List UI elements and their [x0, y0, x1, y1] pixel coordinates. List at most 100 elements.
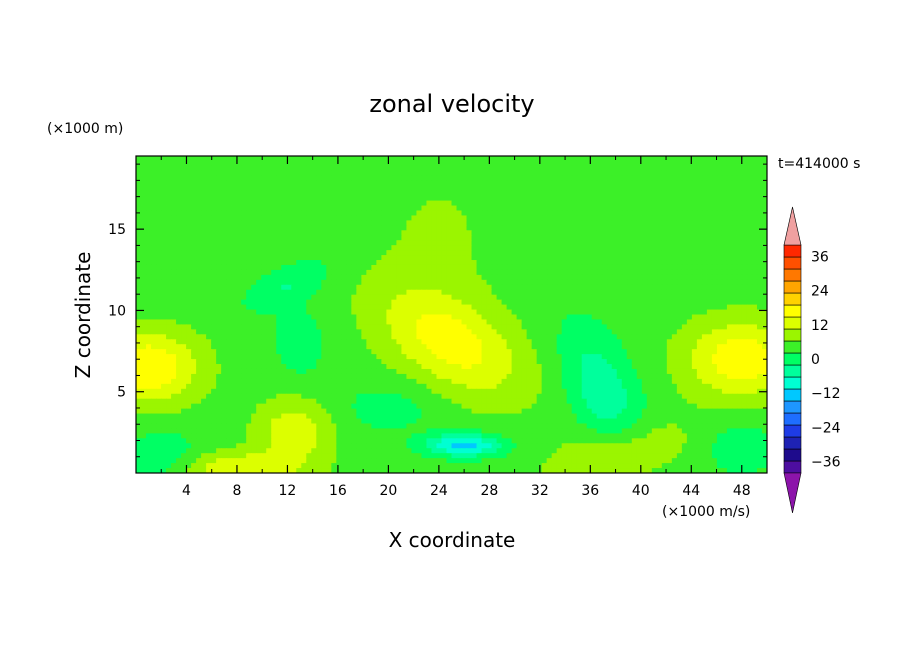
field-cell: [296, 165, 302, 172]
field-cell: [491, 245, 498, 251]
field-cell: [451, 260, 458, 266]
field-cell: [561, 344, 568, 350]
field-cell: [676, 319, 683, 325]
field-cell: [706, 200, 713, 207]
field-cell: [651, 279, 658, 286]
field-cell: [461, 240, 468, 246]
field-cell: [156, 165, 162, 172]
field-cell: [751, 319, 758, 325]
field-cell: [646, 225, 653, 231]
field-cell: [381, 284, 387, 291]
field-cell: [211, 284, 217, 291]
field-cell: [411, 160, 418, 167]
field-cell: [361, 339, 367, 345]
field-cell: [311, 274, 317, 281]
field-cell: [181, 255, 187, 261]
field-cell: [201, 205, 207, 212]
field-cell: [646, 299, 653, 306]
field-cell: [521, 225, 528, 231]
field-cell: [316, 185, 322, 192]
field-cell: [576, 334, 583, 340]
field-cell: [341, 344, 347, 350]
field-cell: [686, 230, 693, 236]
field-cell: [571, 156, 578, 162]
field-cell: [641, 314, 648, 321]
field-cell: [501, 319, 508, 325]
field-cell: [726, 170, 733, 177]
field-cell: [276, 255, 282, 261]
field-cell: [546, 339, 553, 345]
field-cell: [196, 210, 202, 217]
field-cell: [276, 250, 282, 256]
field-cell: [186, 230, 192, 236]
field-cell: [516, 210, 523, 217]
field-cell: [511, 160, 518, 167]
field-cell: [661, 185, 668, 192]
field-cell: [501, 215, 508, 221]
field-cell: [541, 185, 548, 192]
field-cell: [286, 324, 292, 330]
field-cell: [671, 334, 678, 340]
field-cell: [326, 215, 332, 221]
field-cell: [661, 344, 668, 350]
field-cell: [341, 279, 347, 286]
field-cell: [381, 215, 387, 221]
field-cell: [156, 160, 162, 167]
field-cell: [536, 339, 543, 345]
field-cell: [256, 165, 262, 172]
field-cell: [571, 299, 578, 306]
field-cell: [531, 195, 538, 202]
field-cell: [191, 324, 197, 330]
field-cell: [446, 235, 453, 241]
field-cell: [696, 284, 703, 291]
field-cell: [491, 274, 498, 281]
field-cell: [746, 269, 753, 276]
field-cell: [651, 269, 658, 276]
field-cell: [296, 250, 302, 256]
field-cell: [401, 329, 408, 335]
field-cell: [301, 160, 307, 167]
field-cell: [576, 185, 583, 192]
field-cell: [321, 225, 327, 231]
field-cell: [716, 200, 723, 207]
field-cell: [691, 156, 698, 162]
field-cell: [221, 319, 227, 325]
field-cell: [761, 264, 767, 271]
field-cell: [491, 339, 498, 345]
field-cell: [551, 289, 558, 296]
field-cell: [731, 190, 738, 197]
field-cell: [516, 156, 523, 162]
field-cell: [601, 156, 608, 162]
field-cell: [631, 299, 638, 306]
field-cell: [496, 299, 503, 306]
field-cell: [151, 156, 157, 162]
field-cell: [746, 160, 753, 167]
field-cell: [431, 200, 438, 207]
field-cell: [701, 200, 708, 207]
field-cell: [671, 175, 678, 182]
field-cell: [756, 185, 763, 192]
field-cell: [676, 205, 683, 212]
field-cell: [496, 260, 503, 266]
field-cell: [631, 334, 638, 340]
field-cell: [611, 160, 618, 167]
field-cell: [276, 274, 282, 281]
field-cell: [646, 304, 653, 311]
field-cell: [476, 250, 483, 256]
field-cell: [421, 255, 428, 261]
field-cell: [221, 309, 227, 316]
field-cell: [581, 329, 588, 335]
field-cell: [356, 260, 362, 266]
field-cell: [561, 329, 568, 335]
field-cell: [251, 195, 257, 202]
field-cell: [366, 309, 372, 316]
field-cell: [266, 215, 272, 221]
field-cell: [566, 269, 573, 276]
field-cell: [296, 344, 302, 350]
field-cell: [381, 334, 387, 340]
field-cell: [631, 260, 638, 266]
field-cell: [736, 255, 743, 261]
field-cell: [246, 185, 252, 192]
field-cell: [346, 180, 352, 187]
